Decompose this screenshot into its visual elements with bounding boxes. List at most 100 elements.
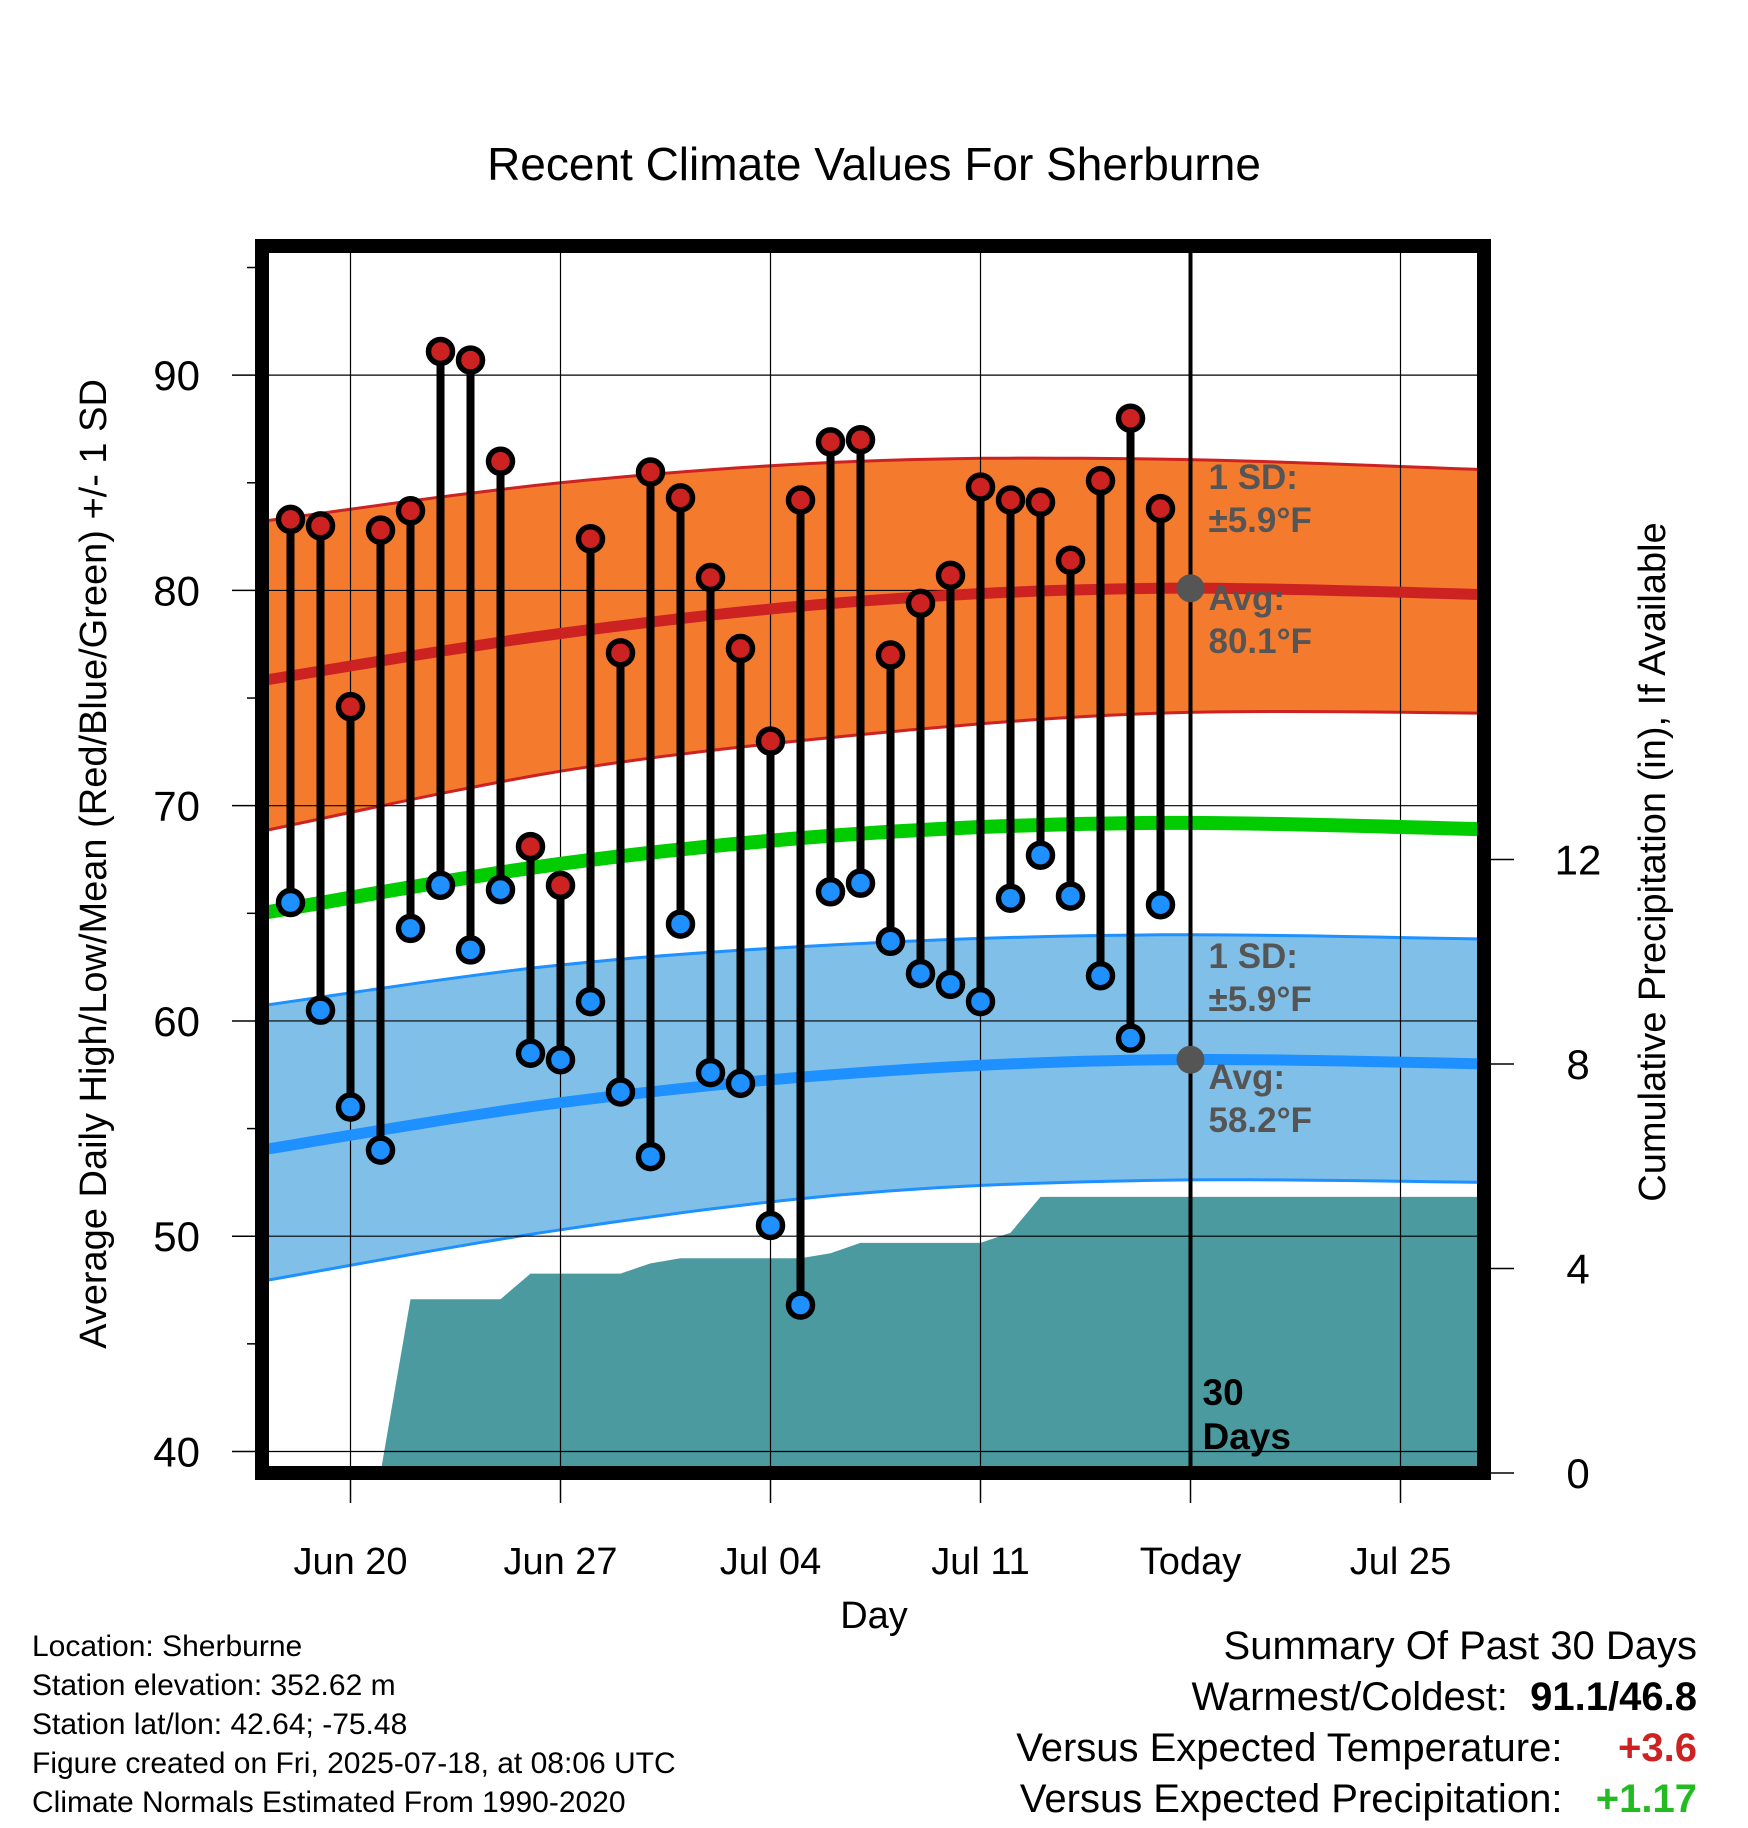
y2-tick-label: 8 [1566, 1041, 1589, 1088]
daily-low-point [425, 870, 456, 901]
chart-title: Recent Climate Values For Sherburne [487, 138, 1261, 190]
daily-low-point [965, 986, 996, 1017]
plot-interior [262, 246, 1484, 1473]
daily-high-point [995, 485, 1026, 515]
daily-low-point [1085, 960, 1116, 991]
daily-low-point [1115, 1023, 1146, 1053]
daily-high-point [605, 638, 636, 668]
daily-high-point [725, 633, 756, 664]
y-tick-label: 60 [153, 998, 200, 1045]
mean-line [262, 815, 1484, 921]
avg-low-line [262, 1054, 1484, 1156]
y-tick-label: 50 [153, 1213, 200, 1260]
low-annotation-2: Avg: [1209, 1058, 1285, 1097]
daily-low-point [935, 969, 966, 1000]
daily-high-point [1025, 487, 1056, 517]
summary-title: Summary Of Past 30 Days [1223, 1624, 1697, 1668]
daily-high-point [875, 640, 906, 670]
daily-high-point [305, 511, 336, 541]
daily-low-point [665, 909, 696, 939]
high-annotation-1: ±5.9°F [1209, 501, 1312, 540]
summary-warm-cold: Warmest/Coldest: 91.1/46.8 [1192, 1677, 1697, 1717]
info-latlon: Station lat/lon: 42.64; -75.48 [32, 1708, 408, 1741]
y-tick-label: 90 [153, 352, 200, 399]
y-tick-label: 40 [153, 1428, 200, 1475]
low-sd-lower-line [262, 1178, 1484, 1283]
info-normals: Climate Normals Estimated From 1990-2020 [32, 1786, 626, 1819]
today-days-label: Days [1203, 1416, 1291, 1457]
low-annotation-0: 1 SD: [1209, 937, 1298, 976]
summary-temp-value: +3.6 [1618, 1726, 1697, 1770]
daily-high-point [935, 560, 966, 591]
daily-low-point [725, 1068, 756, 1099]
high-annotation-0: 1 SD: [1209, 458, 1298, 497]
daily-high-point [665, 483, 696, 513]
x-tick-label: Jul 25 [1350, 1541, 1451, 1583]
y2-tick-label: 0 [1566, 1450, 1589, 1497]
daily-low-point [335, 1092, 366, 1122]
daily-high-point [455, 345, 486, 375]
daily-low-point [275, 887, 306, 918]
low-annotation-3: 58.2°F [1209, 1101, 1313, 1140]
x-tick-label: Jul 04 [720, 1541, 821, 1583]
high-sd-band [262, 458, 1484, 832]
summary-slash: / [1608, 1675, 1620, 1719]
daily-high-point [815, 427, 846, 457]
precip-area [262, 1196, 1484, 1473]
high-annotation-2: Avg: [1209, 579, 1285, 618]
daily-high-point [365, 515, 396, 545]
y-tick-label: 80 [153, 567, 200, 614]
daily-low-point [1025, 840, 1056, 870]
daily-high-point [1145, 493, 1176, 524]
summary-precip: Versus Expected Precipitation: +1.17 [1020, 1779, 1697, 1819]
summary-precip-value: +1.17 [1595, 1777, 1697, 1821]
daily-low-point [845, 868, 876, 898]
today-avg-high-marker [1176, 574, 1205, 603]
x-axis-label: Day [840, 1595, 908, 1637]
daily-high-point [575, 524, 606, 554]
daily-high-point [785, 485, 816, 515]
y-tick-label: 70 [153, 783, 200, 830]
daily-low-point [635, 1141, 666, 1172]
plot-area: 1 SD: ±5.9°F Avg: 80.1°F 1 SD: ±5.9°F Avg: 58.2… [153, 239, 1602, 1583]
daily-low-point [875, 926, 906, 957]
plot-frame [255, 239, 1491, 1480]
daily-low-point [1145, 889, 1176, 920]
daily-high-point [425, 336, 456, 367]
summary-temp-label: Versus Expected Temperature: [1016, 1726, 1563, 1770]
daily-low-point [755, 1210, 786, 1241]
daily-low-point [905, 958, 936, 989]
daily-low-point [455, 935, 486, 965]
daily-low-point [575, 986, 606, 1017]
daily-low-point [545, 1044, 576, 1075]
daily-low-point [605, 1077, 636, 1107]
daily-high-point [545, 870, 576, 901]
low-annotation-1: ±5.9°F [1209, 980, 1312, 1019]
today-avg-low-marker [1176, 1045, 1205, 1074]
daily-low-point [995, 883, 1026, 913]
daily-high-point [275, 504, 306, 535]
y2-tick-label: 12 [1555, 837, 1602, 884]
info-location: Location: Sherburne [32, 1630, 303, 1663]
summary-warm-cold-label: Warmest/Coldest: [1191, 1675, 1508, 1719]
high-annotation-3: 80.1°F [1209, 622, 1313, 661]
y2-tick-label: 4 [1566, 1246, 1589, 1293]
daily-low-point [785, 1290, 816, 1320]
daily-high-point [845, 424, 876, 455]
daily-high-point [335, 691, 366, 722]
info-elevation: Station elevation: 352.62 m [32, 1669, 396, 1702]
daily-high-point [515, 831, 546, 862]
daily-high-point [905, 588, 936, 619]
y2-axis-label: Cumulative Precipitation (in), If Availa… [1632, 522, 1674, 1201]
daily-high-point [395, 496, 426, 526]
daily-high-point [485, 446, 516, 477]
today-days-label: 30 [1203, 1372, 1244, 1413]
daily-low-point [695, 1057, 726, 1088]
summary-precip-label: Versus Expected Precipitation: [1019, 1777, 1563, 1821]
daily-high-point [695, 562, 726, 593]
x-tick-label: Today [1140, 1541, 1241, 1583]
daily-low-point [365, 1135, 396, 1165]
y-axis-label: Average Daily High/Low/Mean (Red/Blue/Gr… [73, 379, 115, 1349]
low-sd-upper-line [262, 933, 1484, 1008]
